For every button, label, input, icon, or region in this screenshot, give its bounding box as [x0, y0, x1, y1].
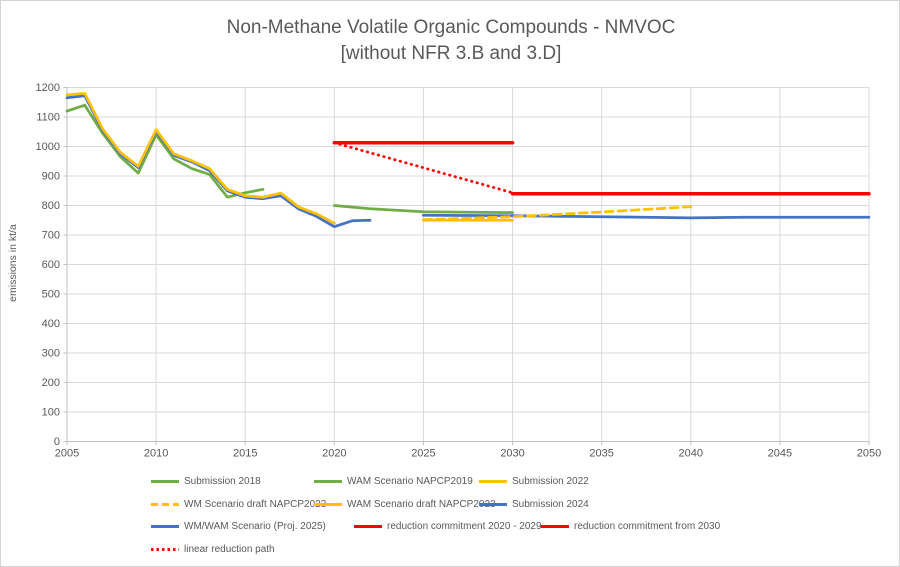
y-tick-label: 600 [42, 259, 60, 271]
legend-swatch-commit-2020-2029 [354, 524, 382, 529]
x-tick-label: 2035 [589, 448, 613, 460]
legend-label-submission-2018: Submission 2018 [184, 476, 261, 487]
legend-swatch-wm-draft-napcp2023 [151, 503, 179, 506]
y-tick-label: 500 [42, 289, 60, 301]
legend-label-wam-napcp2019: WAM Scenario NAPCP2019 [347, 476, 473, 487]
chart-title: Non-Methane Volatile Organic Compounds -… [1, 15, 899, 67]
x-tick-label: 2005 [55, 448, 79, 460]
legend-swatch-linear-path [151, 548, 179, 551]
series-wam-napcp2019 [332, 204, 514, 214]
y-tick-label: 300 [42, 348, 60, 360]
chart-title-line1: Non-Methane Volatile Organic Compounds -… [226, 17, 676, 38]
legend-label-commit-2020-2029: reduction commitment 2020 - 2029 [387, 521, 542, 532]
legend-item-linear-path: linear reduction path [151, 543, 275, 556]
x-tick-label: 2030 [500, 448, 524, 460]
y-tick-label: 100 [42, 407, 60, 419]
y-tick-label: 900 [42, 171, 60, 183]
chart-title-line2: [without NFR 3.B and 3.D] [340, 43, 562, 64]
series-wm-draft-napcp2023 [422, 205, 693, 222]
legend-item-commit-2020-2029: reduction commitment 2020 - 2029 [354, 520, 542, 533]
legend-swatch-submission-2018 [151, 480, 179, 483]
legend-swatch-wmwam-proj2025 [151, 525, 179, 528]
legend-label-submission-2022: Submission 2022 [512, 476, 589, 487]
y-tick-label: 1200 [36, 82, 60, 94]
legend-item-wam-draft-napcp2023: WAM Scenario draft NAPCP2023 [314, 498, 496, 511]
legend-label-wmwam-proj2025: WM/WAM Scenario (Proj. 2025) [184, 521, 326, 532]
legend-label-commit-2030: reduction commitment from 2030 [574, 521, 721, 532]
x-tick-label: 2015 [233, 448, 257, 460]
x-tick-label: 2025 [411, 448, 435, 460]
y-axis-label: emissions in kt/a [7, 224, 19, 302]
legend-label-wam-draft-napcp2023: WAM Scenario draft NAPCP2023 [347, 499, 496, 510]
series-wmwam-proj2025 [422, 213, 871, 220]
chart-canvas: 0 100 200 300 400 500 600 700 800 900 1000 1100 1200… [36, 82, 882, 460]
legend-item-wam-napcp2019: WAM Scenario NAPCP2019 [314, 475, 473, 488]
y-tick-label: 0 [54, 436, 60, 448]
series-linear-path [332, 141, 515, 195]
y-tick-label: 800 [42, 200, 60, 212]
x-tick-label: 2010 [144, 448, 168, 460]
x-tick-label: 2045 [768, 448, 792, 460]
legend-item-submission-2022: Submission 2022 [479, 475, 589, 488]
legend-label-linear-path: linear reduction path [184, 544, 275, 555]
y-tick-label: 700 [42, 230, 60, 242]
legend-label-wm-draft-napcp2023: WM Scenario draft NAPCP2023 [184, 499, 327, 510]
y-tick-label: 1000 [36, 141, 60, 153]
legend-item-wm-draft-napcp2023: WM Scenario draft NAPCP2023 [151, 498, 326, 511]
y-tick-label: 400 [42, 318, 60, 330]
plot-area: 0 100 200 300 400 500 600 700 800 900 1000 1100 1200… [1, 1, 899, 471]
x-tick-label: 2020 [322, 448, 346, 460]
legend-item-submission-2018: Submission 2018 [151, 475, 261, 488]
legend-swatch-submission-2024 [479, 503, 507, 506]
legend-item-submission-2024: Submission 2024 [479, 498, 589, 511]
legend-swatch-wam-napcp2019 [314, 480, 342, 483]
legend-swatch-commit-2030 [541, 524, 569, 529]
legend-label-submission-2024: Submission 2024 [512, 499, 589, 510]
legend-item-commit-2030: reduction commitment from 2030 [541, 520, 720, 533]
y-tick-label: 1100 [36, 112, 60, 124]
y-tick-label: 200 [42, 377, 60, 389]
x-tick-label: 2050 [857, 448, 881, 460]
legend-swatch-wam-draft-napcp2023 [314, 503, 342, 506]
legend-swatch-submission-2022 [479, 480, 507, 483]
series-submission-2024 [65, 94, 372, 229]
legend-item-wmwam-proj2025: WM/WAM Scenario (Proj. 2025) [151, 520, 326, 533]
series-submission-2022 [65, 92, 336, 225]
series-submission-2018 [65, 103, 265, 199]
x-tick-label: 2040 [679, 448, 703, 460]
